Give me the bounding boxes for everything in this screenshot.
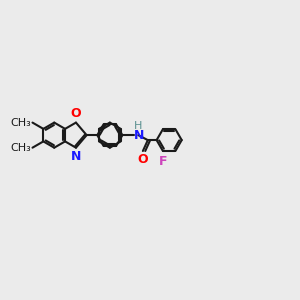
Text: N: N <box>71 150 81 163</box>
Text: O: O <box>71 107 81 120</box>
Text: CH₃: CH₃ <box>10 143 31 153</box>
Text: CH₃: CH₃ <box>10 118 31 128</box>
Text: H: H <box>134 121 143 131</box>
Text: N: N <box>134 129 145 142</box>
Text: F: F <box>159 155 167 168</box>
Text: O: O <box>138 153 148 166</box>
